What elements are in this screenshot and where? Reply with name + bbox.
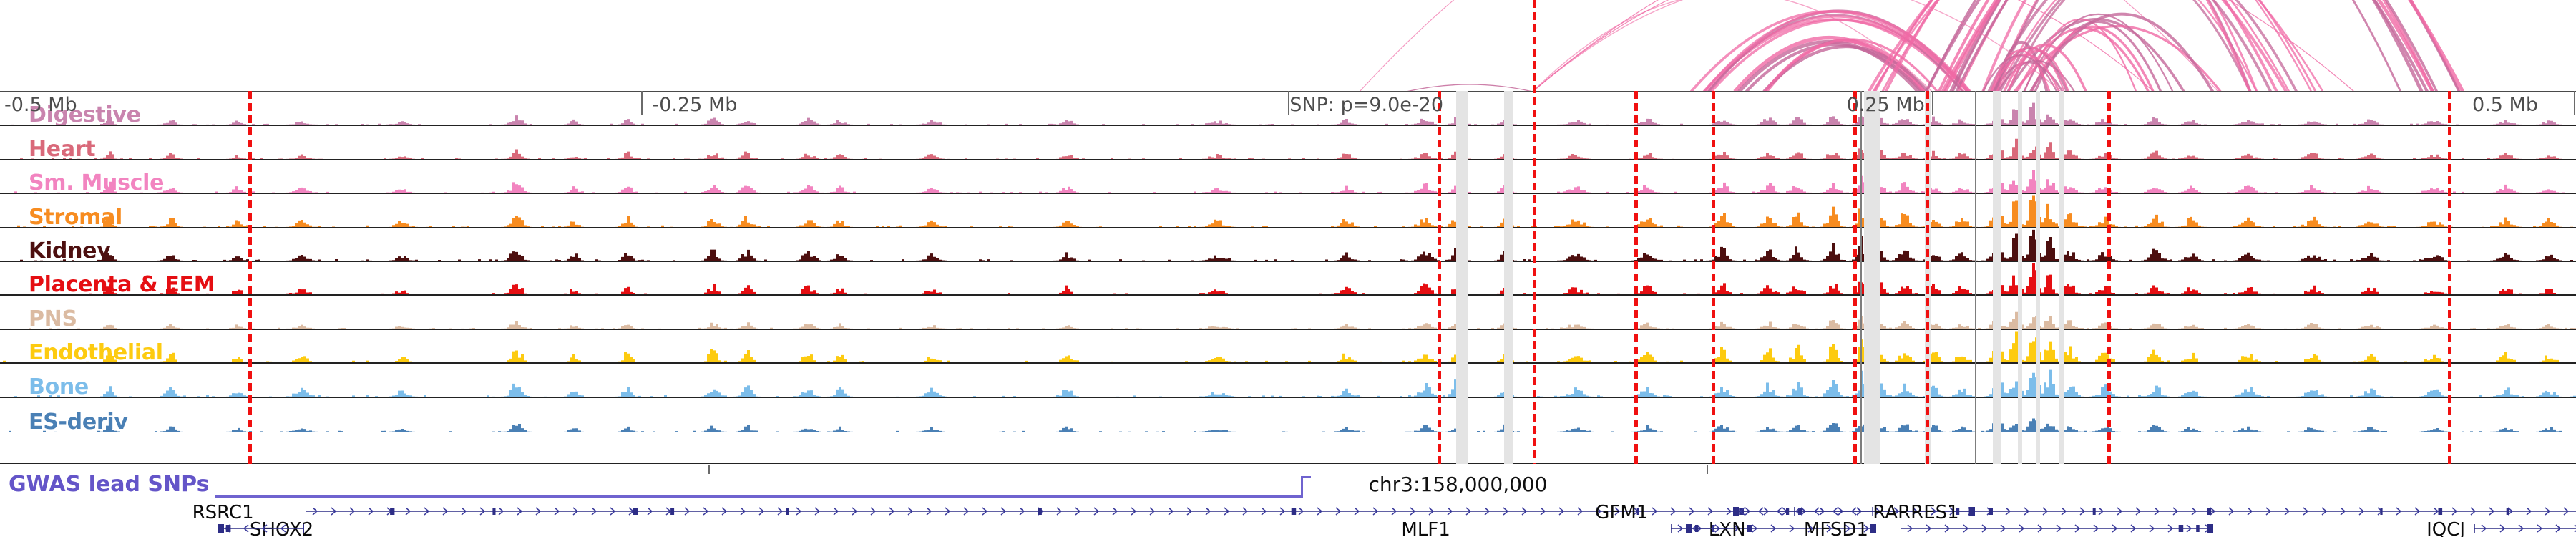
- signal-area: [17, 195, 2573, 227]
- coordinate-label: chr3:158,000,000: [1368, 473, 1548, 496]
- signal-histogram: [29, 311, 2576, 329]
- chromatin-loop-arc: [2023, 13, 2174, 92]
- gene-label[interactable]: MFSD1: [1803, 519, 1868, 537]
- signal-histogram: [17, 195, 2573, 227]
- chromatin-loop-arc: [1996, 46, 2065, 92]
- gene-model-svg: [218, 524, 304, 533]
- signal-histogram: [3, 331, 2565, 363]
- gwas-connector-stub: [1301, 476, 1311, 478]
- track-row: Placenta & EEM: [0, 262, 2576, 296]
- chromatin-loop-arc: [2003, 43, 2087, 92]
- chromatin-loop-arc: [2029, 12, 2215, 92]
- signal-histogram: [20, 229, 2573, 261]
- signal-histogram: [52, 263, 2565, 295]
- gene-model-svg: [1733, 507, 1873, 516]
- chromatin-loop-arc: [1532, 0, 2155, 92]
- gene-model-svg: [1901, 524, 2213, 533]
- gene-body[interactable]: [1685, 521, 1729, 536]
- chromatin-loop-arc: [1763, 38, 1938, 92]
- gwas-lead-snps-label: GWAS lead SNPs: [9, 472, 210, 497]
- chromatin-loop-arc: [1532, 0, 2062, 92]
- gene-body[interactable]: [1733, 503, 1873, 519]
- gene-label[interactable]: RARRES1: [1873, 502, 1959, 523]
- chromatin-loop-arc: [1981, 0, 2251, 92]
- signal-area: [14, 170, 2565, 193]
- chromatin-loop-arc: [1702, 15, 1969, 92]
- chromatin-loop-arc: [2006, 0, 2251, 92]
- signal-area: [3, 331, 2565, 363]
- coordinate-tick: [708, 465, 710, 474]
- signal-histogram: [11, 102, 2565, 125]
- signal-area: [0, 418, 2576, 432]
- gene-label[interactable]: IQCJ: [2426, 519, 2466, 537]
- gene-body[interactable]: [218, 521, 304, 536]
- gene-body[interactable]: [1901, 521, 2213, 536]
- chromatin-loop-arc: [1951, 0, 2402, 92]
- track-row: Stromal: [0, 194, 2576, 228]
- track-row: Endothelial: [0, 330, 2576, 364]
- signal-area: [20, 229, 2573, 261]
- signal-histogram: [0, 418, 2576, 432]
- chromatin-loop-arc: [1703, 10, 1971, 92]
- chromatin-loop-arc: [1707, 14, 1963, 92]
- gene-label[interactable]: RSRC1: [192, 502, 254, 523]
- chromatin-loop-arc: [1999, 0, 2298, 92]
- track-row: Bone: [0, 364, 2576, 398]
- chromatin-loop-arc: [1996, 0, 2258, 92]
- gwas-connector-line: [215, 495, 1302, 498]
- arc-svg: [1359, 0, 2465, 92]
- signal-area: [29, 311, 2576, 329]
- signal-area: [11, 102, 2565, 125]
- gene-annotation-panel: GWAS lead SNPs chr3:158,000,000chr3:158,…: [0, 465, 2576, 537]
- chromatin-loop-arc: [2007, 49, 2069, 92]
- track-row: ES-deriv: [0, 398, 2576, 432]
- signal-histogram: [14, 369, 2576, 397]
- gene-model-svg: [1685, 524, 1729, 533]
- signal-histogram: [14, 170, 2565, 193]
- track-row: Sm. Muscle: [0, 160, 2576, 195]
- gene-label[interactable]: MLF1: [1401, 519, 1450, 537]
- gene-body[interactable]: [306, 503, 2576, 519]
- chromatin-loop-arc: [1762, 44, 1930, 92]
- signal-track-panel: Digestive Heart Sm. Muscle Stromal Kidney Pla…: [0, 91, 2576, 464]
- signal-area: [52, 263, 2565, 295]
- chromatin-loop-arc: [1982, 54, 2058, 92]
- track-row: Digestive: [0, 92, 2576, 127]
- signal-area: [14, 369, 2576, 397]
- chromatin-loop-arc: [2030, 25, 2155, 92]
- gene-label[interactable]: GFM1: [1595, 502, 1649, 523]
- gene-body[interactable]: [2474, 521, 2576, 536]
- signal-histogram: [20, 138, 2565, 159]
- chromatin-loop-arc: [1949, 0, 2424, 92]
- track-row: Heart: [0, 126, 2576, 160]
- gene-model-svg: [306, 507, 2576, 516]
- coordinate-tick: [1707, 465, 1708, 474]
- chromatin-loop-arc: [1405, 84, 1533, 92]
- chromatin-loop-arc: [1987, 0, 2273, 92]
- track-row: Kidney: [0, 228, 2576, 262]
- gwas-connector-riser: [1301, 478, 1303, 498]
- signal-area: [20, 138, 2565, 159]
- track-row: PNS: [0, 296, 2576, 330]
- chromatin-loop-arcs: [0, 0, 2576, 92]
- chromatin-loop-arc: [1532, 0, 1933, 92]
- gene-model-svg: [2474, 524, 2576, 533]
